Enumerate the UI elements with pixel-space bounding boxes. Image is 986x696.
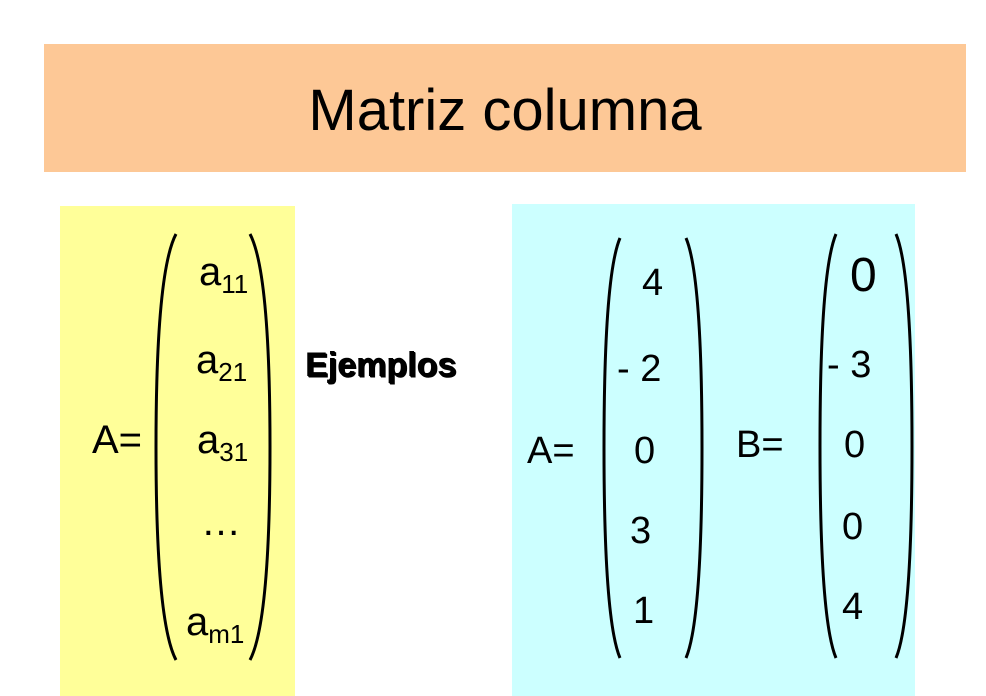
entry-base: … (201, 500, 241, 544)
entry-base: a (186, 600, 209, 644)
example-b-left-paren (818, 233, 838, 659)
entry-base: a (199, 250, 222, 294)
entry-subscript: 31 (219, 437, 249, 467)
entry-subscript: 11 (221, 269, 249, 299)
examples-panel (512, 204, 915, 696)
entry-subscript: 21 (218, 357, 248, 387)
example-a-left-paren (602, 237, 622, 659)
example-b-entry-2: - 3 (827, 344, 872, 386)
general-matrix-label: A= (92, 418, 143, 462)
example-b-label: B= (736, 424, 784, 466)
entry-subscript: m1 (208, 619, 245, 649)
general-entry-a11: a11 (199, 250, 248, 297)
example-b-right-paren (894, 233, 914, 659)
example-a-entry-4: 3 (630, 510, 652, 552)
general-entry-am1: am1 (186, 600, 244, 647)
general-entry-a31: a31 (197, 418, 248, 465)
example-b-entry-1: 0 (850, 249, 877, 302)
example-b-entry-3: 0 (844, 424, 866, 466)
example-a-label: A= (527, 430, 575, 472)
example-a-entry-3: 0 (634, 430, 656, 472)
ejemplos-label: Ejemplos (305, 346, 457, 384)
example-a-entry-5: 1 (633, 590, 655, 632)
example-a-entry-2: - 2 (617, 348, 662, 390)
general-right-paren (248, 233, 272, 661)
example-b-entry-5: 4 (842, 586, 864, 628)
general-left-paren (154, 233, 178, 661)
entry-base: a (197, 418, 220, 462)
entry-base: a (196, 338, 219, 382)
general-entry-ellipsis: … (201, 502, 241, 542)
slide-title: Matriz columna (308, 77, 702, 143)
title-banner: Matriz columna (44, 44, 966, 172)
general-entry-a21: a21 (196, 338, 247, 385)
example-b-entry-4: 0 (842, 506, 864, 548)
general-matrix-panel (60, 206, 295, 696)
example-a-entry-1: 4 (642, 262, 664, 304)
example-a-right-paren (684, 237, 704, 659)
